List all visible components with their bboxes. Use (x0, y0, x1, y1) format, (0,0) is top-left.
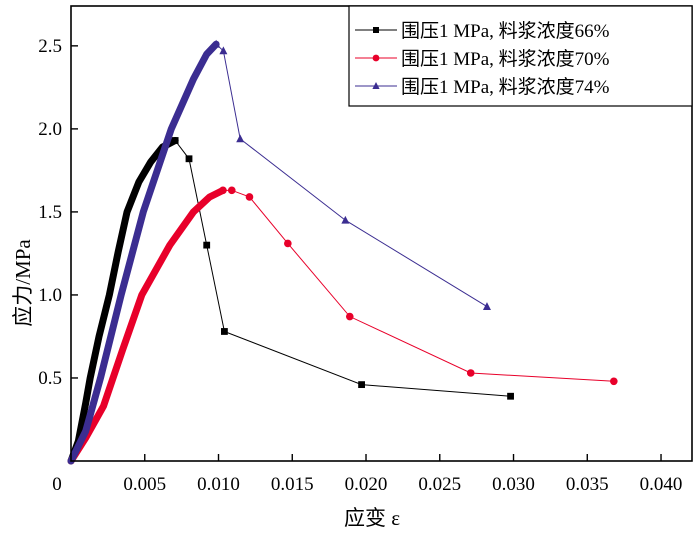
data-point (245, 193, 254, 201)
legend-label: 围压1 MPa, 料浆浓度66% (401, 20, 610, 42)
x-tick-label: 0.020 (345, 474, 388, 495)
data-point (227, 186, 236, 195)
y-tick-label: 2.5 (38, 36, 62, 57)
data-point (482, 302, 491, 310)
y-tick-label: 1.5 (38, 202, 62, 223)
series-post-peak-line (222, 189, 614, 382)
data-point (185, 155, 193, 163)
legend-marker (373, 27, 379, 33)
x-tick-label: 0 (52, 474, 62, 495)
legend-label: 围压1 MPa, 料浆浓度70% (401, 48, 610, 70)
data-point (610, 377, 618, 386)
legend-box (348, 5, 693, 107)
legend-marker (372, 82, 380, 89)
data-point (219, 186, 227, 195)
axis-ticks: 0 0.005 0.010 0.015 0.020 0.025 0.030 0.035 0.04… (38, 36, 682, 495)
series-pre-peak-curve (67, 137, 179, 465)
x-tick-label: 0.030 (492, 474, 535, 495)
x-tick-label: 0.005 (123, 474, 166, 495)
data-point (284, 239, 292, 248)
series-0 (67, 137, 514, 465)
y-tick-label: 2.0 (38, 119, 62, 140)
data-point (171, 137, 179, 144)
data-point (203, 241, 211, 249)
series-1 (67, 186, 618, 465)
data-point (507, 392, 514, 400)
series-post-peak-line (174, 140, 511, 397)
series-2 (67, 39, 491, 465)
data-point (341, 215, 350, 224)
data-point (212, 39, 221, 48)
data-point (358, 381, 365, 389)
data-point (466, 369, 475, 377)
data-point (219, 46, 228, 55)
x-tick-label: 0.035 (566, 474, 609, 495)
data-point (345, 312, 354, 321)
series-pre-peak-curve (67, 40, 220, 465)
y-tick-label: 0.5 (38, 368, 62, 389)
x-tick-label: 0.015 (271, 474, 314, 495)
legend-marker (372, 54, 380, 62)
series-pre-peak-curve (67, 186, 227, 465)
data-point (236, 134, 245, 143)
plot-area (67, 39, 618, 465)
y-tick-label: 1.0 (38, 285, 62, 306)
x-axis-label: 应变 ε (344, 506, 400, 530)
data-point (221, 328, 228, 335)
x-tick-label: 0.025 (418, 474, 461, 495)
x-tick-label: 0.040 (640, 474, 683, 495)
x-tick-label: 0.010 (197, 474, 240, 495)
legend-label: 围压1 MPa, 料浆浓度74% (401, 76, 610, 98)
legend: 围压1 MPa, 料浆浓度66% 围压1 MPa, 料浆浓度70% 围压1 MPa,… (348, 5, 693, 107)
y-axis-label: 应力/MPa (11, 239, 35, 327)
